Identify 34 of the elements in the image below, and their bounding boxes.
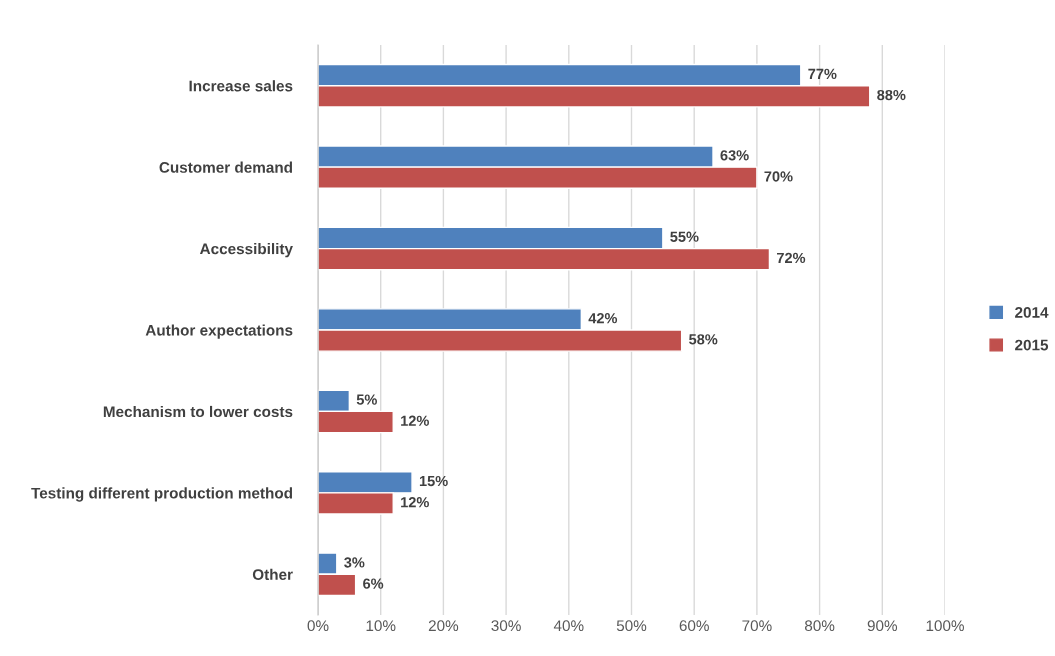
x-tick-label: 40% (553, 620, 584, 632)
y-tick-label: Customer demand (159, 161, 292, 173)
x-tick-label: 30% (491, 620, 521, 632)
legend-label: 2015 (1015, 339, 1049, 351)
data-label: 3% (344, 557, 365, 568)
x-tick-label: 60% (679, 620, 709, 632)
data-label: 63% (720, 150, 749, 161)
data-label: 77% (808, 68, 837, 80)
data-label: 88% (877, 89, 906, 101)
legend-label: 2014 (1015, 306, 1049, 318)
x-tick-label: 100% (926, 620, 964, 632)
y-tick-label: Accessibility (199, 243, 293, 258)
x-tick-label: 70% (742, 620, 772, 632)
data-label: 58% (689, 334, 718, 345)
y-tick-label: Testing different production method (31, 487, 293, 502)
x-tick-label: 80% (804, 620, 835, 632)
data-label: 12% (401, 415, 429, 426)
x-tick-label: 10% (366, 620, 396, 632)
x-tick-label: 90% (867, 620, 898, 632)
x-tick-label: 20% (428, 620, 459, 632)
data-label: 15% (419, 475, 448, 487)
data-label: 55% (670, 231, 699, 242)
data-label: 12% (401, 497, 429, 508)
x-tick-label: 50% (616, 620, 647, 632)
data-label: 42% (588, 313, 618, 324)
data-label: 5% (356, 394, 377, 405)
y-tick-label: Increase sales (189, 80, 293, 92)
y-tick-label: Mechanism to lower costs (103, 405, 293, 418)
y-tick-label: Other (252, 568, 293, 580)
data-label: 70% (764, 171, 793, 182)
data-label: 72% (777, 252, 806, 264)
x-tick-label: 0% (307, 620, 329, 632)
data-label: 6% (363, 578, 384, 589)
y-tick-label: Author expectations (145, 324, 293, 339)
